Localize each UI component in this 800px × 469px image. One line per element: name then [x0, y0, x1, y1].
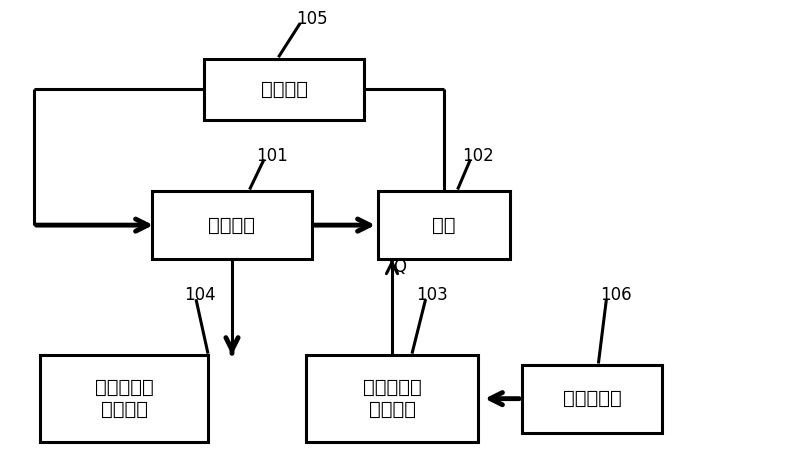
Text: Q: Q — [394, 258, 406, 276]
Bar — [522, 365, 662, 432]
Text: 次同步振荡
抑制装置: 次同步振荡 抑制装置 — [362, 378, 422, 419]
Text: 103: 103 — [416, 287, 448, 304]
Bar — [378, 191, 510, 259]
Bar — [40, 356, 208, 442]
Text: 102: 102 — [462, 147, 494, 165]
Text: 串补线路: 串补线路 — [261, 80, 307, 98]
Text: 105: 105 — [296, 10, 328, 28]
Bar — [152, 191, 312, 259]
Bar — [204, 59, 364, 120]
Text: 电网: 电网 — [432, 216, 456, 234]
Text: 转速测量及
分析系统: 转速测量及 分析系统 — [94, 378, 154, 419]
Text: 106: 106 — [600, 287, 632, 304]
Text: 104: 104 — [184, 287, 216, 304]
Bar — [306, 356, 478, 442]
Text: 信号发生器: 信号发生器 — [562, 389, 622, 408]
Text: 101: 101 — [256, 147, 288, 165]
Text: 发电机组: 发电机组 — [209, 216, 255, 234]
